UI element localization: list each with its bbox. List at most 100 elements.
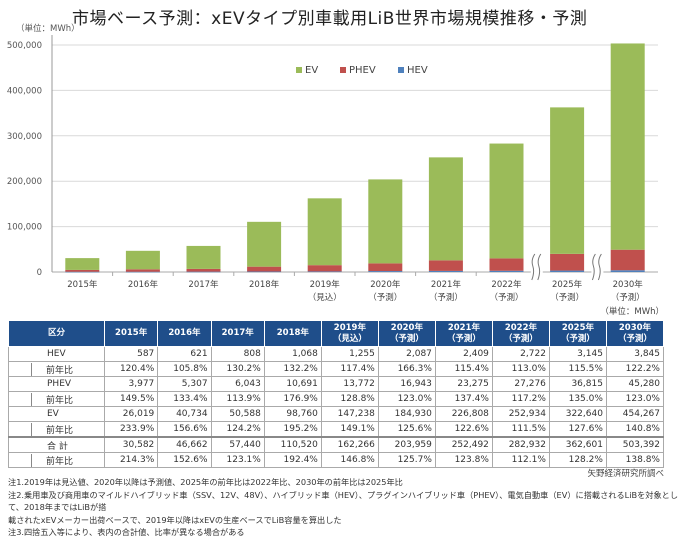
x-tick-sublabel: （予測） [550,292,584,303]
x-tick-sublabel: （予測） [429,292,463,303]
stacked-bar-chart: 0 100,000 200,000 300,000 400,000 500,000 201… [7,35,658,303]
header-year: 2018年 [263,320,322,347]
bar-phev [550,253,585,271]
x-tick-label: 2020年 [370,279,401,290]
bar-phev [186,268,221,272]
yoy-cell: 115.5% [548,361,607,377]
yoy-cell: 117.2% [491,391,550,407]
header-year: 2021年 （予測） [434,320,493,347]
yoy-cell: 125.7% [377,452,436,468]
axis-break-gap [591,269,604,277]
yoy-cell: 123.1% [210,452,265,468]
value-cell: 45,280 [605,376,665,392]
value-cell: 282,932 [491,436,550,453]
yoy-cell: 105.8% [157,361,212,377]
yoy-cell: 149.1% [320,421,379,438]
x-tick-label: 2016年 [128,279,159,290]
value-cell: 40,734 [157,406,212,422]
bar-ev [247,221,282,267]
legend-label-ev: EV [305,65,318,76]
yoy-cell: 135.0% [548,391,607,407]
bar-phev [489,258,524,271]
value-cell: 13,772 [320,376,379,392]
value-cell: 503,392 [605,436,665,453]
table-row: PHEV 3,977 5,307 6,043 10,691 13,772 16,943 23,… [8,376,665,392]
header-year-note: （予測） [560,333,595,344]
y-tick-label: 100,000 [7,223,42,233]
x-tick-label: 2019年 [310,279,341,290]
footnotes: 注1.2019年は見込値、2020年以降は予測値、2025年の前年比は2022年… [8,476,680,539]
yoy-cell: 214.3% [103,452,159,468]
yoy-cell: 113.9% [210,391,265,407]
yoy-cell: 166.3% [377,361,436,377]
yoy-cell: 132.2% [263,361,322,377]
header-year: 2017年 [210,320,265,347]
value-cell: 36,815 [548,376,607,392]
legend-swatch-phev [340,67,346,73]
x-tick-sublabel: （予測） [368,292,402,303]
yoy-cell: 123.8% [434,452,493,468]
yoy-cell: 149.5% [103,391,159,407]
bar-hev [125,271,160,273]
bar-phev [65,269,100,272]
header-category: 区分 [8,320,105,347]
header-year-label: 2021年 [447,322,480,333]
yoy-label-cell: 前年比 [8,361,105,377]
value-cell: 110,520 [263,436,322,453]
yoy-cell: 122.6% [434,421,493,438]
value-cell: 3,845 [605,346,665,362]
header-year: 2016年 [157,320,212,347]
legend-label-hev: HEV [407,65,428,76]
header-year-label: 2016年 [168,328,201,338]
value-cell: 454,267 [605,406,665,422]
x-tick-label: 2025年 [552,279,583,290]
table-row-yoy: 前年比 233.9% 156.6% 124.2% 195.2% 149.1% 125.6% 1… [8,421,665,438]
header-year: 2022年 （予測） [491,320,550,347]
bar-hev [247,271,282,273]
row-label: HEV [8,346,105,362]
header-year: 2030年 （予測） [605,320,665,347]
header-year: 2019年 （見込） [320,320,379,347]
header-year-label: 2015年 [115,328,148,338]
yoy-label: 前年比 [31,392,73,406]
yoy-label: 前年比 [31,453,73,467]
table-header-row: 区分 2015年 2016年 2017年 2018年 2019年 （見込） 2020年 （予測… [8,320,665,347]
x-axis-labels: 2015年 2016年 2017年 2018年 2019年 （見込） 2020年 （予測） 20… [67,279,644,303]
header-year-note: （見込） [332,333,367,344]
header-year-note: （予測） [389,333,424,344]
footnote-3: 注3.四捨五入等により、表内の合計値、比率が異なる場合がある [8,527,245,537]
value-cell: 1,068 [263,346,322,362]
header-year-note: （予測） [503,333,538,344]
legend-swatch-hev [398,67,404,73]
table-row-yoy: 前年比 214.3% 152.6% 123.1% 192.4% 146.8% 125.7% 1… [8,452,665,468]
bar-hev [428,270,463,272]
axis-break-mark [597,253,602,281]
row-label: 合 計 [8,436,105,453]
y-tick-label: 200,000 [7,177,42,187]
value-cell: 184,930 [377,406,436,422]
value-cell: 203,959 [377,436,436,453]
bar-ev [368,179,403,264]
yoy-cell: 146.8% [320,452,379,468]
value-cell: 3,977 [103,376,159,392]
yoy-cell: 156.6% [157,421,212,438]
yoy-label-cell: 前年比 [8,421,105,438]
bar-phev [307,265,342,272]
x-tick-sublabel: （見込） [308,292,342,303]
bar-ev [307,198,342,266]
header-year-label: 2025年 [561,322,595,333]
table-row: HEV 587 621 808 1,068 1,255 2,087 2,409 2,722 3,1… [8,346,665,362]
bar-ev [186,245,221,269]
legend-label-phev: PHEV [349,65,376,76]
x-tick-label: 2015年 [67,279,98,290]
bar-ev [610,43,645,250]
chart-title: 市場ベース予測：xEVタイプ別車載用LiB世界市場規模推移・予測 [72,9,588,29]
legend: EV PHEV HEV [296,65,428,76]
header-year-note: （予測） [617,333,652,344]
header-year-note: （予測） [446,333,481,344]
footnote-2-cont: 載されたxEVメーカー出荷ベースで、2019年以降はxEVの生産ベースでLiB容… [8,514,342,525]
header-year: 2020年 （予測） [377,320,436,347]
bar-phev [428,260,463,271]
bar-hev [65,271,100,273]
x-tick-sublabel: （予測） [489,292,523,303]
